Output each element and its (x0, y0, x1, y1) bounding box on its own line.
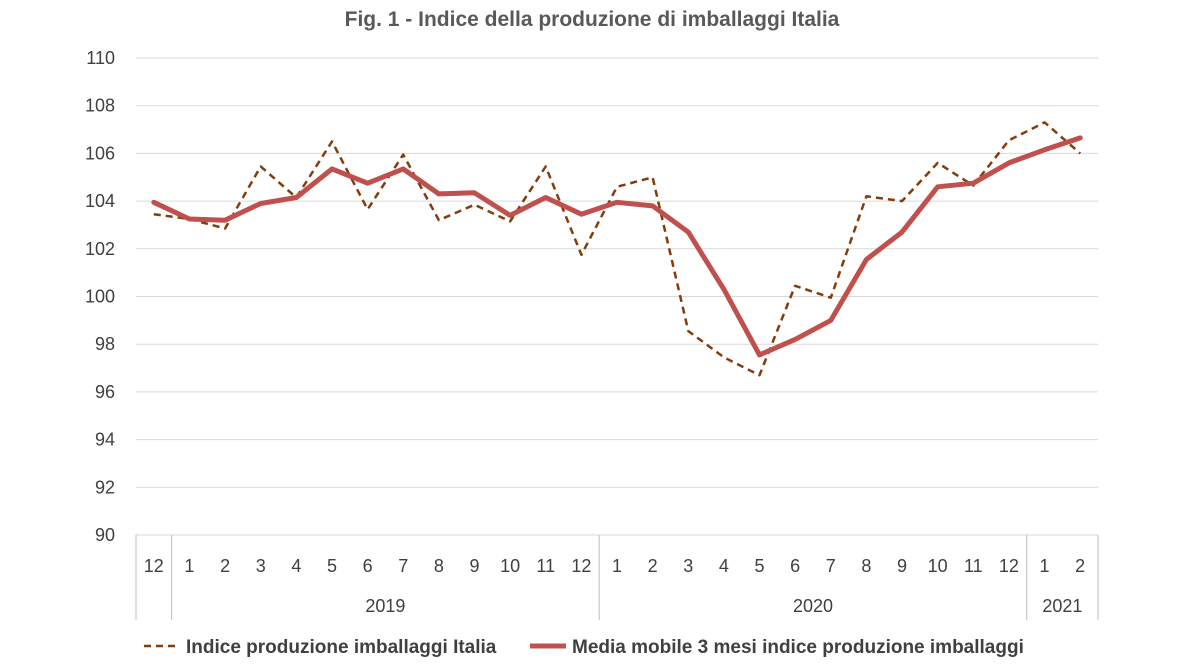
x-tick-label: 9 (897, 556, 907, 576)
y-tick-label: 94 (95, 430, 115, 450)
x-tick-label: 4 (291, 556, 301, 576)
x-tick-label: 3 (256, 556, 266, 576)
y-tick-label: 106 (85, 143, 115, 163)
x-tick-label: 7 (398, 556, 408, 576)
x-group-label: 2021 (1042, 596, 1082, 616)
chart-title: Fig. 1 - Indice della produzione di imba… (345, 8, 840, 31)
y-axis-ticks: 90 92 94 96 98 100 102 104 106 108 110 (85, 48, 115, 545)
x-tick-label: 6 (363, 556, 373, 576)
x-tick-label: 10 (928, 556, 948, 576)
x-tick-label: 5 (327, 556, 337, 576)
y-tick-label: 90 (95, 525, 115, 545)
x-tick-label: 8 (434, 556, 444, 576)
x-group-label: 2019 (365, 596, 405, 616)
y-tick-label: 96 (95, 382, 115, 402)
x-tick-label: 2 (220, 556, 230, 576)
y-tick-label: 108 (85, 96, 115, 116)
x-tick-label: 12 (999, 556, 1019, 576)
series-line-2 (151, 135, 1083, 358)
x-tick-label: 1 (184, 556, 194, 576)
y-tick-label: 98 (95, 334, 115, 354)
x-tick-label: 2 (1075, 556, 1085, 576)
x-tick-label: 1 (612, 556, 622, 576)
x-tick-label: 3 (683, 556, 693, 576)
series-line-1 (153, 121, 1082, 377)
x-tick-label: 7 (826, 556, 836, 576)
series-lines (151, 121, 1083, 377)
legend: Indice produzione imballaggi Italia Media… (144, 637, 1024, 658)
legend-label: Media mobile 3 mesi indice produzione im… (572, 637, 1024, 658)
gridlines (136, 57, 1098, 536)
x-tick-label: 2 (648, 556, 658, 576)
y-tick-label: 102 (85, 239, 115, 259)
y-tick-label: 104 (85, 191, 115, 211)
x-tick-label: 5 (755, 556, 765, 576)
x-tick-label: 10 (500, 556, 520, 576)
x-tick-label: 9 (469, 556, 479, 576)
x-tick-label: 11 (536, 556, 555, 576)
x-tick-label: 6 (790, 556, 800, 576)
y-tick-label: 110 (86, 48, 115, 68)
x-tick-label: 12 (571, 556, 591, 576)
x-tick-label: 4 (719, 556, 729, 576)
x-tick-label: 8 (861, 556, 871, 576)
y-tick-label: 92 (95, 477, 115, 497)
legend-label: Indice produzione imballaggi Italia (186, 637, 497, 658)
x-tick-label: 11 (964, 556, 983, 576)
x-tick-label: 1 (1040, 556, 1050, 576)
y-tick-label: 100 (85, 287, 115, 307)
x-group-label: 2020 (793, 596, 833, 616)
x-tick-label: 12 (144, 556, 164, 576)
